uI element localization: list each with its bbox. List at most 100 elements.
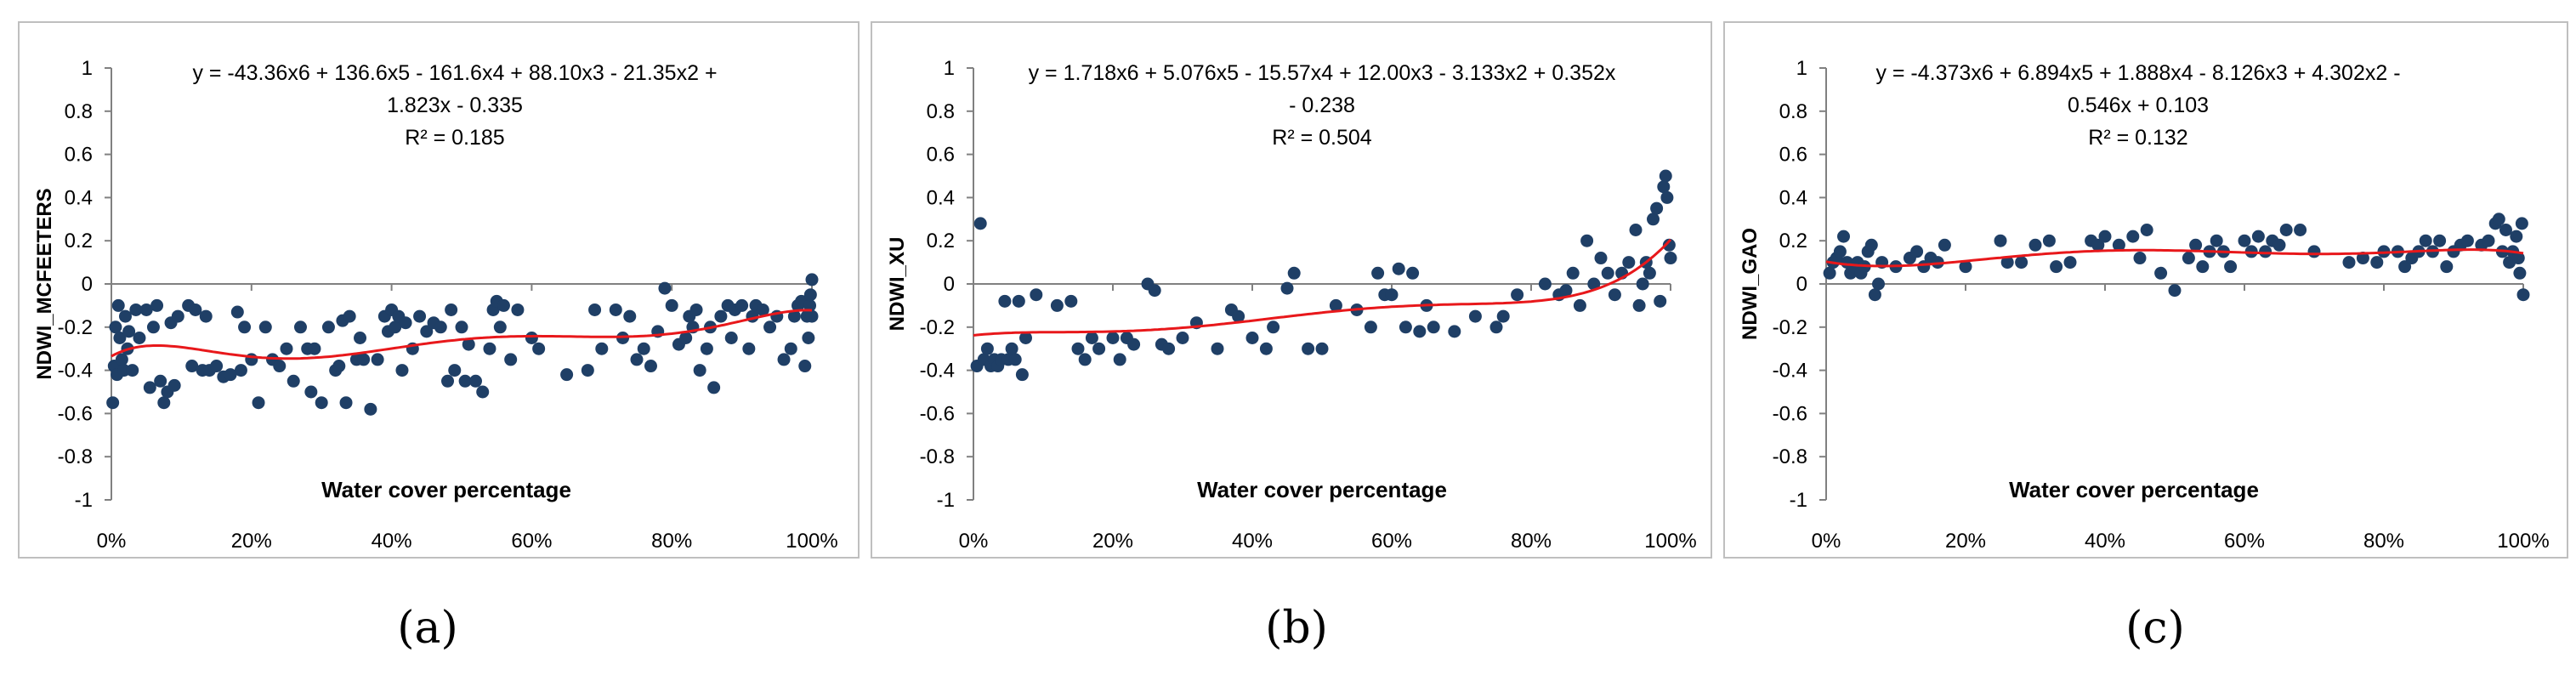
data-point	[784, 342, 797, 355]
trendline	[1825, 248, 2524, 268]
data-point	[2342, 256, 2356, 269]
data-point	[113, 332, 127, 344]
y-tick-label: -0.6	[920, 402, 955, 425]
data-point	[1573, 298, 1586, 312]
data-point	[167, 378, 181, 392]
data-point	[2516, 288, 2530, 302]
x-tick-label: 20%	[1092, 530, 1133, 553]
data-point	[146, 320, 160, 334]
data-point	[1019, 332, 1032, 344]
trend-equation: y = -43.36x6 + 136.6x5 - 161.6x4 + 88.10…	[192, 61, 717, 85]
data-point	[1092, 342, 1106, 355]
data-point	[581, 364, 594, 377]
data-point	[1113, 353, 1126, 366]
data-point	[122, 325, 136, 338]
data-point	[1910, 245, 1924, 258]
x-tick-label: 0%	[959, 530, 989, 553]
data-point	[343, 309, 356, 323]
panel-caption: (c)	[2125, 603, 2185, 654]
data-point	[2419, 234, 2432, 247]
y-axis-title: NDWI_MCFEETERS	[33, 188, 56, 379]
data-point	[2063, 256, 2077, 269]
data-point	[2510, 230, 2523, 243]
data-point	[2015, 256, 2028, 269]
trend-equation: 1.823x - 0.335	[387, 94, 523, 117]
data-point	[805, 309, 819, 323]
data-point	[1267, 320, 1280, 334]
data-point	[483, 342, 496, 355]
y-tick-label: 0.2	[1779, 230, 1807, 252]
data-point	[476, 385, 490, 399]
data-point	[399, 316, 412, 330]
data-point	[1994, 234, 2007, 247]
y-axis-title: NDWI_XU	[886, 237, 909, 332]
data-point	[157, 396, 171, 410]
data-point	[1601, 266, 1614, 280]
data-point	[1030, 288, 1043, 302]
data-point	[504, 353, 518, 366]
y-tick-label: 0.6	[1779, 144, 1807, 167]
data-point	[2272, 238, 2286, 252]
data-point	[609, 303, 622, 316]
y-tick-label: 0.8	[1779, 100, 1807, 123]
data-point	[2370, 256, 2384, 269]
data-point	[532, 342, 546, 355]
data-point	[2168, 284, 2182, 298]
y-tick-label: -0.8	[1773, 445, 1807, 468]
data-point	[623, 309, 637, 323]
data-point	[1657, 180, 1671, 194]
data-point	[1538, 277, 1552, 291]
data-point	[2259, 245, 2272, 258]
data-point	[763, 320, 777, 334]
y-tick-label: -1	[937, 489, 955, 512]
data-point	[1650, 201, 1664, 215]
data-point	[252, 396, 265, 410]
x-tick-label: 100%	[2497, 530, 2549, 553]
data-point	[106, 396, 120, 410]
data-point	[1566, 266, 1580, 280]
data-point	[441, 374, 455, 388]
data-point	[1245, 332, 1259, 344]
data-point	[1078, 353, 1092, 366]
data-point	[1662, 238, 1676, 252]
data-point	[2492, 213, 2505, 226]
data-point	[2499, 224, 2512, 236]
data-point	[1148, 284, 1161, 298]
data-point	[293, 320, 307, 334]
data-point	[2433, 234, 2447, 247]
data-point	[1106, 332, 1120, 344]
y-tick-label: 1	[944, 57, 955, 80]
data-point	[2196, 260, 2210, 274]
data-point	[468, 374, 482, 388]
x-tick-label: 40%	[1232, 530, 1273, 553]
data-point	[1015, 368, 1029, 382]
data-point	[171, 309, 184, 323]
data-point	[1864, 238, 1878, 252]
data-point	[742, 342, 756, 355]
y-tick-label: 0	[944, 273, 955, 296]
data-point	[588, 303, 602, 316]
data-point	[434, 320, 447, 334]
data-point	[1833, 245, 1847, 258]
panel-frame	[1723, 21, 2568, 559]
data-point	[2140, 224, 2153, 236]
data-point	[973, 217, 987, 230]
data-point	[2000, 256, 2014, 269]
data-point	[2440, 260, 2454, 274]
data-point	[496, 298, 510, 312]
data-point	[1176, 332, 1189, 344]
data-point	[413, 309, 427, 323]
data-point	[2098, 230, 2112, 243]
data-point	[777, 353, 791, 366]
data-point	[693, 364, 706, 377]
data-point	[1938, 238, 1951, 252]
data-point	[2154, 266, 2168, 280]
data-point	[1448, 325, 1461, 338]
data-point	[109, 320, 122, 334]
y-tick-label: 1	[1796, 57, 1807, 80]
data-point	[1622, 256, 1636, 269]
data-point	[224, 368, 237, 382]
x-tick-label: 80%	[651, 530, 692, 553]
r-squared-label: R² = 0.132	[2088, 126, 2187, 150]
y-tick-label: -0.4	[58, 360, 93, 383]
